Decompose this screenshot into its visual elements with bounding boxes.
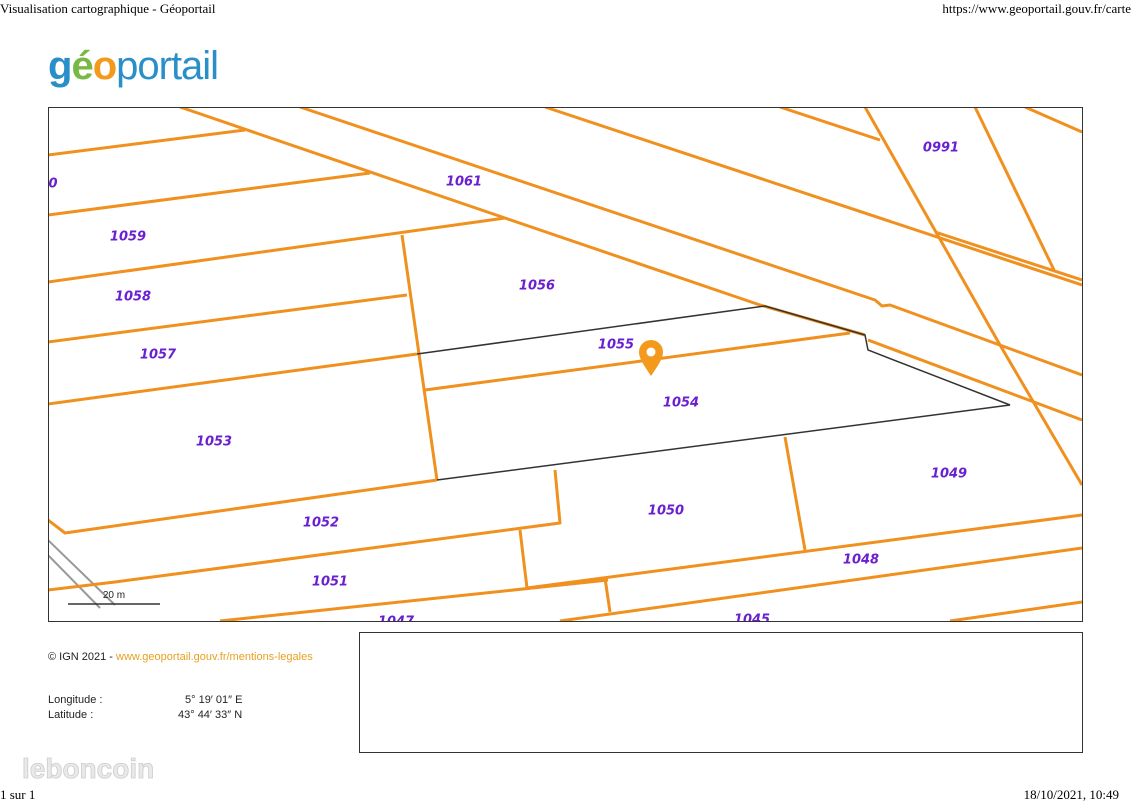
- parcel-label: 1050: [648, 504, 684, 519]
- logo: géoportail: [48, 44, 219, 89]
- parcel-label: 1049: [931, 467, 967, 482]
- print-date: 18/10/2021, 10:49: [1023, 787, 1119, 802]
- parcel-label: 1048: [843, 553, 879, 568]
- parcel-label: 1053: [196, 435, 232, 450]
- logo-part: portail: [116, 44, 219, 88]
- logo-part: o: [92, 44, 117, 88]
- logo-part: g: [48, 44, 72, 88]
- browser-title: Visualisation cartographique - Géoportai…: [0, 1, 216, 16]
- scale-label: 20 m: [103, 590, 125, 601]
- parcel-label: 1051: [312, 575, 348, 590]
- logo-part: é: [71, 44, 93, 88]
- parcel-label: 1058: [115, 290, 151, 305]
- latitude-label: Latitude :: [48, 709, 94, 721]
- parcel-label: 0: [48, 177, 57, 192]
- parcel-label: 1059: [110, 230, 146, 245]
- parcel-label: 1054: [663, 396, 699, 411]
- latitude-value: 43° 44′ 33″ N: [178, 709, 243, 721]
- browser-url: https://www.geoportail.gouv.fr/carte: [942, 1, 1131, 16]
- longitude-value: 5° 19′ 01″ E: [185, 694, 243, 706]
- watermark: leboncoin: [22, 753, 154, 784]
- parcel-label: 1056: [519, 279, 555, 294]
- location-pin: [639, 340, 663, 376]
- copyright: © IGN 2021 -: [48, 651, 113, 663]
- parcel-label: 1047: [378, 615, 415, 630]
- page-number: 1 sur 1: [0, 787, 36, 802]
- copyright-line: © IGN 2021 - www.geoportail.gouv.fr/ment…: [48, 651, 313, 663]
- parcel-label: 1045: [734, 613, 770, 628]
- parcel-label: 1052: [303, 516, 339, 531]
- parcel-label: 1055: [598, 338, 634, 353]
- parcel-label: 1057: [140, 348, 177, 363]
- longitude-label: Longitude :: [48, 694, 103, 706]
- parcel-label: 1061: [446, 175, 482, 190]
- empty-panel: [359, 632, 1083, 753]
- legal-link[interactable]: www.geoportail.gouv.fr/mentions-legales: [116, 651, 313, 663]
- parcel-label: 0991: [923, 141, 959, 156]
